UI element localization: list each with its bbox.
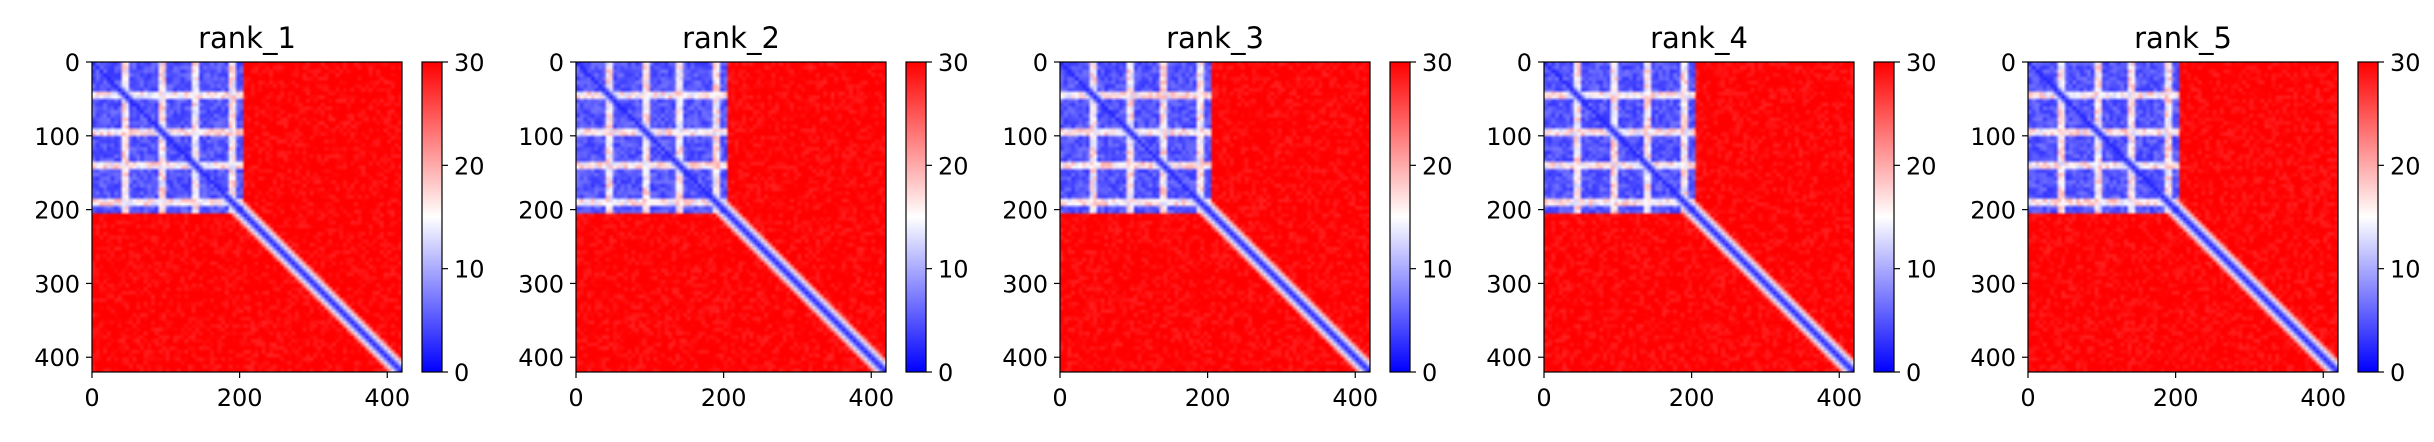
y-tick-label: 400 [1970,344,2016,372]
colorbar-tick-label: 10 [2390,256,2421,284]
x-tick-label: 400 [848,384,894,412]
colorbar-tick-label: 0 [454,359,469,387]
colorbar-tick-label: 30 [1906,49,1937,77]
y-tick-label: 0 [549,49,564,77]
colorbar-tick-label: 0 [1906,359,1921,387]
colorbar-tick-label: 20 [938,152,969,180]
colorbar-frame [2357,61,2379,373]
y-tick-label: 400 [1002,344,1048,372]
x-tick-label: 0 [568,384,583,412]
y-tick-label: 100 [34,123,80,151]
subplot-title: rank_3 [1166,21,1264,55]
colorbar-tick-label: 0 [2390,359,2405,387]
colorbar-tick-label: 10 [454,256,485,284]
y-tick-label: 0 [1033,49,1048,77]
x-tick-label: 200 [2153,384,2199,412]
colorbar-tick-label: 10 [938,256,969,284]
x-tick-label: 400 [1816,384,1862,412]
colorbar-tick-label: 10 [1422,256,1453,284]
y-tick-label: 300 [1486,270,1532,298]
colorbar-frame [421,61,443,373]
colorbar-tick-label: 20 [1906,152,1937,180]
y-tick-label: 400 [518,344,564,372]
colorbar-tick-label: 0 [1422,359,1437,387]
subplot-title: rank_1 [198,21,296,55]
subplot-title: rank_4 [1650,21,1748,55]
subplot-title: rank_5 [2134,21,2232,55]
colorbar-tick-label: 30 [1422,49,1453,77]
y-tick-label: 100 [1486,123,1532,151]
heatmap-image [1060,62,1370,372]
y-tick-label: 200 [1486,197,1532,225]
x-tick-label: 0 [1052,384,1067,412]
colorbar-tick-label: 20 [2390,152,2421,180]
plot-frame [91,61,403,373]
colorbar-tick-label: 20 [454,152,485,180]
colorbar [2358,62,2378,372]
colorbar-tick-label: 30 [938,49,969,77]
y-tick-label: 400 [1486,344,1532,372]
x-tick-label: 0 [1536,384,1551,412]
y-tick-label: 100 [1002,123,1048,151]
colorbar [906,62,926,372]
y-tick-label: 300 [1970,270,2016,298]
colorbar-frame [1873,61,1895,373]
colorbar [1390,62,1410,372]
heatmap-image [1544,62,1854,372]
y-tick-label: 0 [2001,49,2016,77]
y-tick-label: 300 [1002,270,1048,298]
colorbar [422,62,442,372]
y-tick-label: 200 [34,197,80,225]
colorbar-frame [1389,61,1411,373]
colorbar-tick-label: 10 [1906,256,1937,284]
y-tick-label: 100 [1970,123,2016,151]
y-tick-label: 200 [1002,197,1048,225]
heatmap-image [92,62,402,372]
x-tick-label: 200 [701,384,747,412]
plot-frame [575,61,887,373]
subplot-title: rank_2 [682,21,780,55]
y-tick-label: 100 [518,123,564,151]
y-tick-label: 300 [34,270,80,298]
colorbar-tick-label: 30 [454,49,485,77]
heatmap-image [2028,62,2338,372]
plot-frame [1059,61,1371,373]
y-tick-label: 400 [34,344,80,372]
plot-frame [2027,61,2339,373]
y-tick-label: 300 [518,270,564,298]
y-tick-label: 200 [518,197,564,225]
x-tick-label: 0 [84,384,99,412]
x-tick-label: 200 [1669,384,1715,412]
colorbar-tick-label: 20 [1422,152,1453,180]
y-tick-label: 0 [65,49,80,77]
heatmap-image [576,62,886,372]
y-tick-label: 200 [1970,197,2016,225]
x-tick-label: 200 [217,384,263,412]
colorbar [1874,62,1894,372]
y-tick-label: 0 [1517,49,1532,77]
x-tick-label: 0 [2020,384,2035,412]
x-tick-label: 400 [1332,384,1378,412]
plot-frame [1543,61,1855,373]
x-tick-label: 400 [2300,384,2346,412]
colorbar-tick-label: 30 [2390,49,2421,77]
x-tick-label: 200 [1185,384,1231,412]
colorbar-tick-label: 0 [938,359,953,387]
x-tick-label: 400 [364,384,410,412]
colorbar-frame [905,61,927,373]
